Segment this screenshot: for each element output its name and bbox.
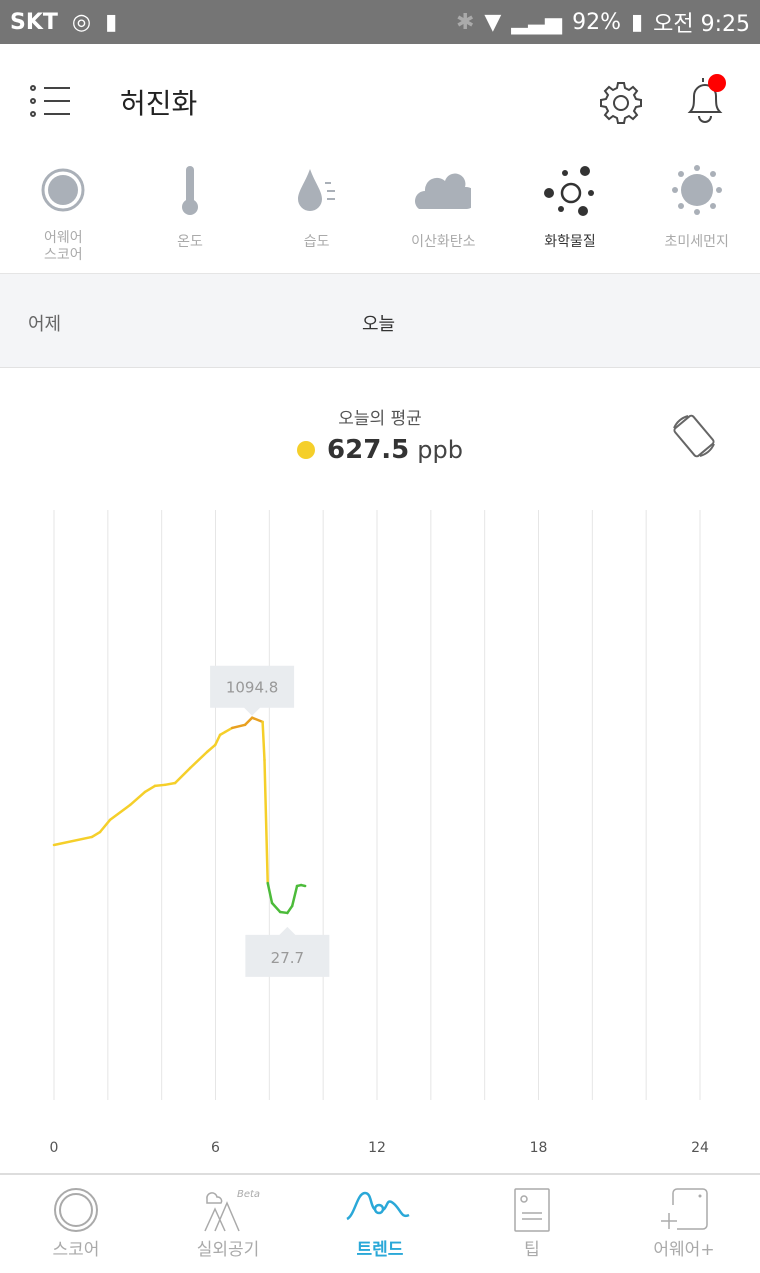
- tab-awair-plus[interactable]: 어웨어+: [608, 1175, 760, 1273]
- data-line-segment: [290, 884, 299, 908]
- score-ring-icon: [54, 1188, 98, 1232]
- average-unit: ppb: [417, 436, 463, 464]
- x-tick-label: 6: [211, 1140, 220, 1156]
- bell-icon: [687, 78, 723, 123]
- tab-outdoor-air[interactable]: Beta 실외공기: [152, 1175, 304, 1273]
- category-label: 습도: [303, 234, 330, 250]
- bluetooth-icon: ✱: [455, 9, 475, 35]
- category-temperature[interactable]: 온도: [127, 154, 254, 273]
- yesterday-tab[interactable]: 어제: [28, 314, 62, 335]
- carrier: SKT: [10, 9, 58, 35]
- data-line-segment: [90, 830, 102, 839]
- category-label: 어웨어 스코어: [44, 230, 83, 263]
- battery-icon: ▮: [631, 9, 644, 35]
- category-co2[interactable]: 이산화탄소: [380, 154, 507, 273]
- score-circle-icon: [41, 168, 85, 212]
- data-line-segment: [52, 835, 94, 847]
- x-tick-label: 24: [691, 1140, 709, 1156]
- wifi-icon: ▼: [484, 9, 502, 35]
- battery-charge-icon: ▮: [105, 9, 118, 35]
- bottom-tab-bar: 스코어 Beta 실외공기 트렌드 팁 어웨어+: [0, 1173, 760, 1273]
- tab-label: 실외공기: [196, 1240, 260, 1260]
- sync-icon: ◎: [71, 9, 92, 35]
- tab-score[interactable]: 스코어: [0, 1175, 152, 1273]
- data-line-segment: [250, 716, 264, 724]
- rotate-screen-icon[interactable]: [668, 410, 720, 462]
- chemical-icon: [544, 166, 595, 216]
- category-label: 초미세먼지: [664, 234, 729, 250]
- tab-label: 어웨어+: [653, 1240, 715, 1260]
- notification-button[interactable]: [680, 72, 730, 132]
- battery-level: 92%: [572, 9, 621, 35]
- gear-icon[interactable]: [596, 78, 646, 128]
- category-label: 화학물질: [544, 234, 596, 250]
- tab-label: 팁: [524, 1240, 540, 1260]
- x-tick-label: 0: [50, 1140, 59, 1156]
- tab-label: 트렌드: [356, 1240, 404, 1260]
- data-line-segment: [213, 733, 222, 747]
- max-value-label: 1094.8: [226, 679, 279, 697]
- data-line-segment: [230, 723, 247, 730]
- list-menu-icon[interactable]: [28, 84, 72, 118]
- max-tooltip: [210, 665, 295, 716]
- tip-document-icon: [514, 1188, 550, 1232]
- trend-wave-icon: [346, 1191, 410, 1221]
- data-line-segment: [270, 901, 282, 914]
- average-value: 627.5: [327, 435, 410, 465]
- cloud-icon: [415, 173, 472, 209]
- category-humidity[interactable]: 습도: [253, 154, 380, 273]
- data-line-segment: [108, 803, 132, 822]
- average-label: 오늘의 평균: [338, 409, 422, 429]
- data-line-segment: [243, 716, 254, 727]
- min-value-label: 27.7: [271, 949, 304, 967]
- app-header: 허진화: [0, 44, 760, 154]
- x-tick-label: 18: [530, 1140, 548, 1156]
- tab-label: 스코어: [52, 1240, 100, 1260]
- data-line-segment: [188, 750, 209, 770]
- data-line-segment: [286, 904, 294, 915]
- category-label: 이산화탄소: [411, 234, 476, 250]
- data-line-segment: [299, 883, 307, 888]
- add-device-icon: [661, 1188, 708, 1230]
- trend-chart: 0 6 12 18 24 1094.8 27.7: [50, 510, 709, 1156]
- data-line-segment: [163, 781, 177, 787]
- x-tick-label: 12: [368, 1140, 386, 1156]
- beta-badge: Beta: [237, 1189, 260, 1200]
- data-line-segment: [98, 818, 112, 834]
- category-chemical[interactable]: 화학물질: [507, 154, 634, 273]
- average-summary: 오늘의 평균 627.5 ppb: [0, 404, 760, 465]
- notification-badge: [708, 74, 726, 92]
- data-line-segment: [143, 784, 157, 794]
- signal-icon: ▂▃▅: [511, 9, 563, 35]
- dust-icon: [671, 165, 722, 215]
- clock: 오전 9:25: [653, 12, 750, 37]
- min-tooltip: [245, 926, 330, 977]
- data-line-segment: [261, 720, 266, 762]
- data-line-segment: [205, 743, 217, 754]
- thermometer-icon: [182, 166, 198, 215]
- mountain-cloud-icon: Beta: [204, 1189, 260, 1232]
- data-line-segment: [173, 766, 192, 785]
- category-label: 온도: [177, 234, 203, 250]
- status-bar: SKT ◎ ▮ ✱ ▼ ▂▃▅ 92% ▮ 오전 9:25: [0, 0, 760, 44]
- today-tab[interactable]: 오늘: [362, 314, 396, 335]
- category-fine-dust[interactable]: 초미세먼지: [633, 154, 760, 273]
- data-line-segment: [153, 783, 167, 788]
- category-tabs: 어웨어 스코어 온도 습도 이산화탄소 화학물질 초미세먼지: [0, 154, 760, 274]
- day-selector: 어제 오늘: [0, 274, 760, 368]
- status-dot: [297, 441, 316, 459]
- data-line-segment: [223, 726, 234, 734]
- tab-trend[interactable]: 트렌드: [304, 1175, 456, 1273]
- humidity-drop-icon: [297, 169, 335, 211]
- tab-tips[interactable]: 팁: [456, 1175, 608, 1273]
- category-score[interactable]: 어웨어 스코어: [0, 154, 127, 273]
- data-line-segment: [128, 790, 147, 807]
- data-line-segment: [266, 881, 274, 905]
- data-line-segment: [263, 758, 269, 885]
- page-title: 허진화: [120, 87, 198, 120]
